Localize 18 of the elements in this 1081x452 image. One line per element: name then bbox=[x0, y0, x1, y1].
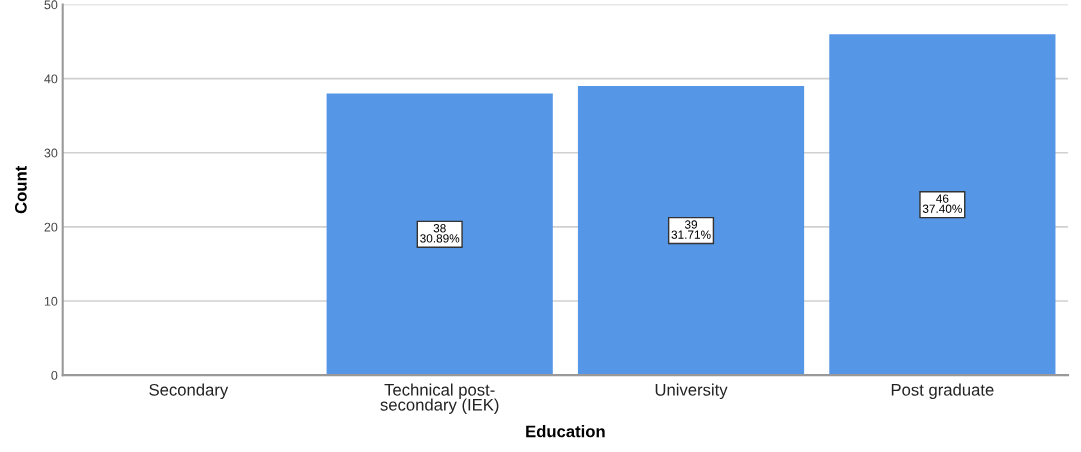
x-tick-label: Post graduate bbox=[891, 383, 994, 400]
x-axis-title: Education bbox=[526, 425, 605, 438]
y-axis-title: Count bbox=[14, 165, 27, 214]
bar bbox=[829, 34, 1056, 376]
x-tick-label: Technical post- secondary (IEK) bbox=[380, 383, 499, 414]
x-tick-label: Secondary bbox=[149, 383, 229, 400]
bar bbox=[326, 93, 553, 376]
y-tick-label: 10 bbox=[44, 296, 58, 306]
x-tick-label: University bbox=[655, 383, 728, 400]
y-tick-label: 50 bbox=[44, 0, 58, 10]
data-label: 39 31.71% bbox=[671, 220, 711, 239]
y-tick-label: 0 bbox=[51, 370, 58, 380]
data-label: 46 37.40% bbox=[922, 194, 962, 213]
y-tick-label: 30 bbox=[44, 148, 58, 158]
data-label: 38 30.89% bbox=[420, 224, 460, 243]
bar bbox=[577, 86, 805, 376]
y-tick-label: 40 bbox=[44, 74, 58, 84]
y-tick-label: 20 bbox=[44, 222, 58, 232]
